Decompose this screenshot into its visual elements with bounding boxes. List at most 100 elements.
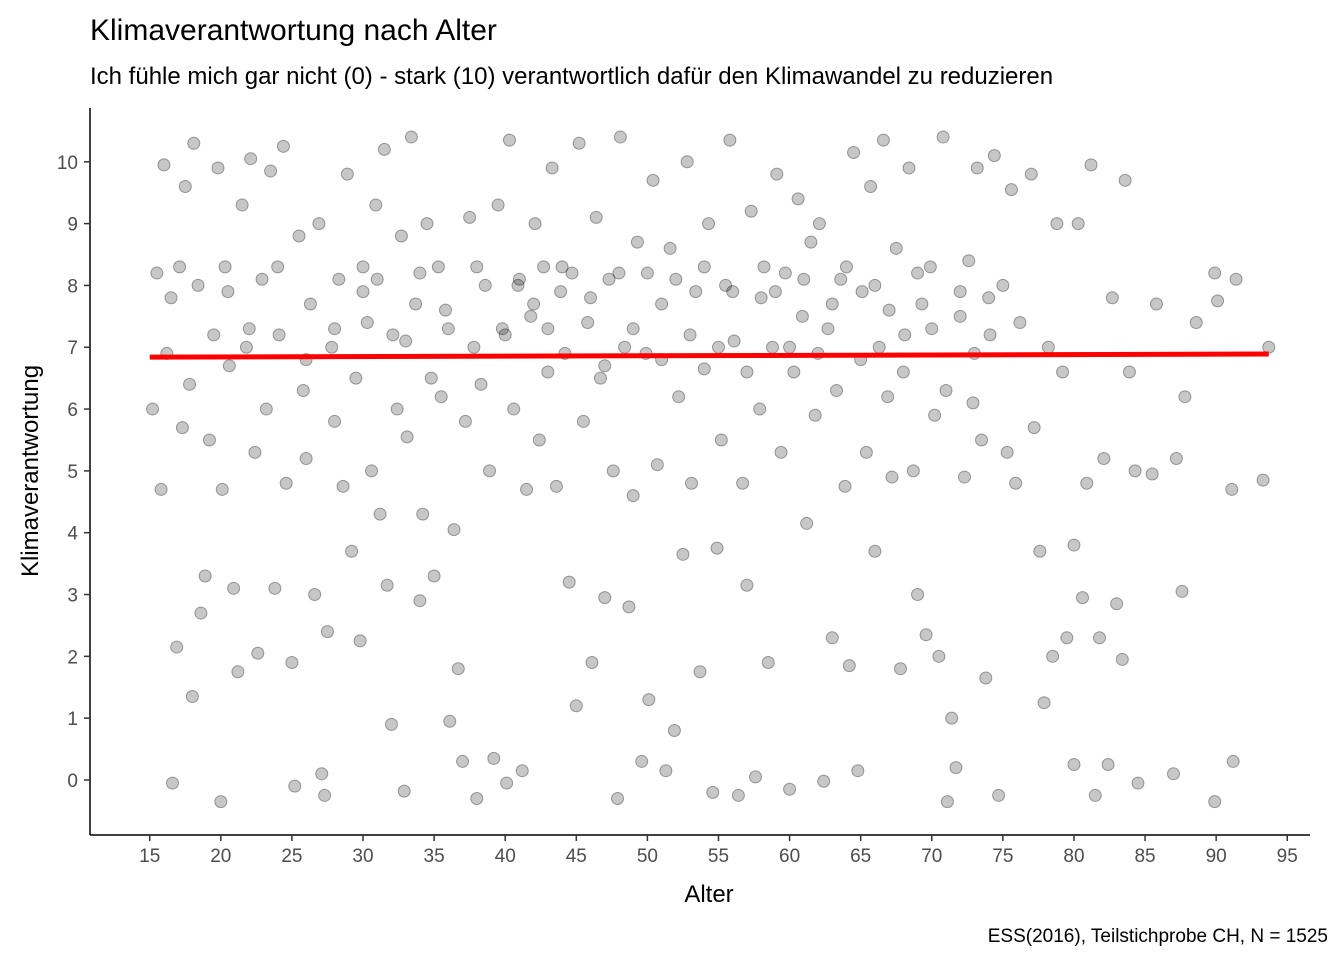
point bbox=[689, 285, 703, 299]
y-tick-label: 2 bbox=[67, 647, 78, 668]
point bbox=[545, 161, 559, 175]
point bbox=[919, 628, 933, 642]
point bbox=[373, 507, 387, 521]
point bbox=[606, 464, 620, 478]
point bbox=[386, 328, 400, 342]
point bbox=[748, 770, 762, 784]
point bbox=[502, 133, 516, 147]
point bbox=[487, 751, 501, 765]
point bbox=[800, 516, 814, 530]
point bbox=[838, 479, 852, 493]
point bbox=[923, 260, 937, 274]
point bbox=[194, 606, 208, 620]
y-tick-label: 8 bbox=[67, 276, 78, 297]
point bbox=[618, 340, 632, 354]
point bbox=[458, 414, 472, 428]
point bbox=[881, 390, 895, 404]
point bbox=[296, 384, 310, 398]
point bbox=[356, 260, 370, 274]
point bbox=[650, 458, 664, 472]
point bbox=[170, 640, 184, 654]
point bbox=[945, 711, 959, 725]
point bbox=[911, 266, 925, 280]
point bbox=[744, 204, 758, 218]
point bbox=[706, 785, 720, 799]
point bbox=[834, 272, 848, 286]
point bbox=[565, 266, 579, 280]
point bbox=[640, 266, 654, 280]
x-tick-label: 85 bbox=[1134, 846, 1155, 867]
point bbox=[646, 173, 660, 187]
point bbox=[288, 779, 302, 793]
point bbox=[635, 754, 649, 768]
point bbox=[178, 180, 192, 194]
x-tick-label: 40 bbox=[495, 846, 516, 867]
point bbox=[622, 600, 636, 614]
point bbox=[1033, 544, 1047, 558]
point bbox=[983, 328, 997, 342]
point bbox=[680, 155, 694, 169]
point bbox=[1004, 183, 1018, 197]
point bbox=[630, 235, 644, 249]
point bbox=[356, 285, 370, 299]
x-tick-label: 20 bbox=[210, 846, 231, 867]
point bbox=[399, 334, 413, 348]
point bbox=[655, 297, 669, 311]
point bbox=[1046, 649, 1060, 663]
point bbox=[576, 414, 590, 428]
point bbox=[370, 272, 384, 286]
point bbox=[847, 146, 861, 160]
point bbox=[753, 402, 767, 416]
point bbox=[812, 217, 826, 231]
point bbox=[541, 365, 555, 379]
point bbox=[340, 167, 354, 181]
point bbox=[276, 139, 290, 153]
point bbox=[328, 414, 342, 428]
point bbox=[992, 788, 1006, 802]
x-tick-label: 50 bbox=[637, 846, 658, 867]
point bbox=[821, 322, 835, 336]
point bbox=[239, 340, 253, 354]
point bbox=[855, 285, 869, 299]
point bbox=[390, 402, 404, 416]
point bbox=[572, 136, 586, 150]
y-axis-label: Klimaverantwortung bbox=[17, 365, 44, 577]
point bbox=[325, 340, 339, 354]
point bbox=[500, 776, 514, 790]
point bbox=[434, 390, 448, 404]
point bbox=[659, 764, 673, 778]
y-tick-label: 1 bbox=[67, 709, 78, 730]
x-tick-label: 75 bbox=[992, 846, 1013, 867]
point bbox=[830, 384, 844, 398]
point bbox=[787, 365, 801, 379]
point bbox=[218, 260, 232, 274]
point bbox=[1110, 597, 1124, 611]
point bbox=[1169, 452, 1183, 466]
point bbox=[1211, 294, 1225, 308]
point bbox=[413, 266, 427, 280]
point bbox=[235, 198, 249, 212]
x-axis-label: Alter bbox=[684, 881, 733, 908]
point bbox=[416, 507, 430, 521]
point bbox=[345, 544, 359, 558]
chart-subtitle: Ich fühle mich gar nicht (0) - stark (10… bbox=[90, 63, 1053, 90]
point bbox=[1000, 445, 1014, 459]
point bbox=[589, 210, 603, 224]
point bbox=[612, 266, 626, 280]
point bbox=[409, 297, 423, 311]
point bbox=[982, 291, 996, 305]
y-tick-label: 0 bbox=[67, 771, 78, 792]
point bbox=[1084, 158, 1098, 172]
point bbox=[1115, 652, 1129, 666]
point bbox=[384, 717, 398, 731]
point bbox=[474, 377, 488, 391]
point bbox=[672, 390, 686, 404]
point bbox=[198, 569, 212, 583]
point bbox=[157, 158, 171, 172]
point bbox=[761, 656, 775, 670]
point bbox=[394, 229, 408, 243]
point bbox=[970, 161, 984, 175]
point bbox=[825, 631, 839, 645]
point bbox=[438, 303, 452, 317]
point bbox=[1225, 482, 1239, 496]
